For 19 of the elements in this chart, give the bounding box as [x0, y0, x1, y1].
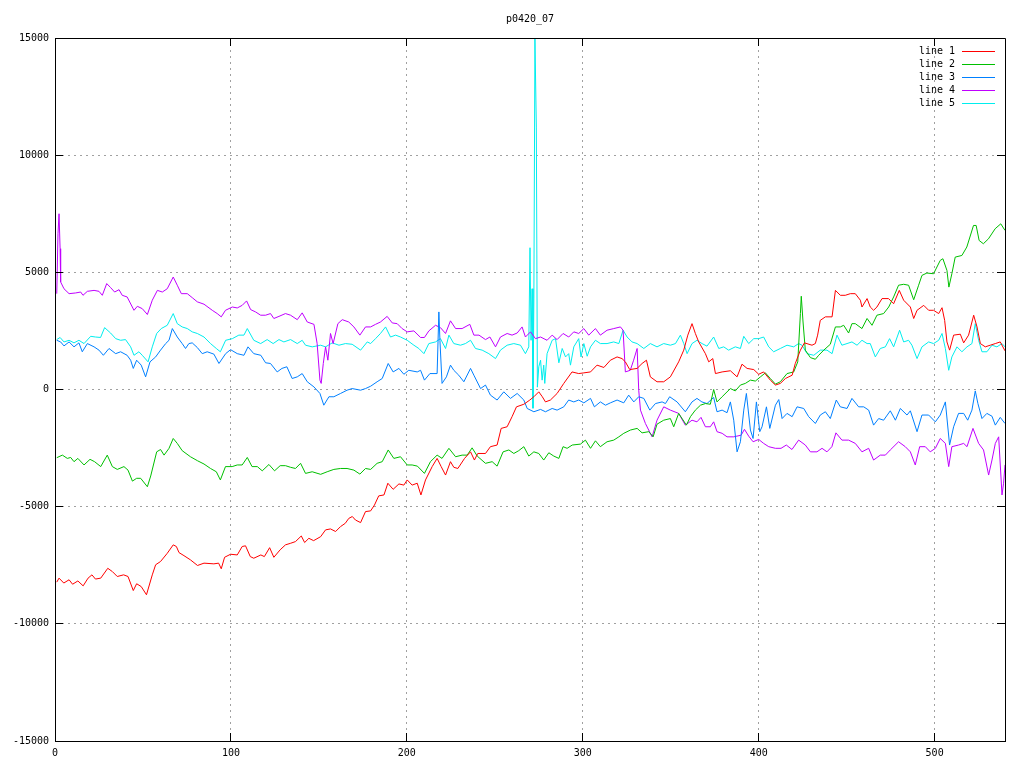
legend-label: line 2: [918, 58, 955, 70]
x-tick-label: 500: [925, 746, 944, 758]
y-tick-label: 15000: [18, 31, 49, 43]
y-tick-label: -15000: [12, 734, 49, 746]
legend-label: line 3: [918, 71, 955, 83]
legend-label: line 1: [918, 45, 955, 57]
x-tick-label: 200: [397, 746, 416, 758]
chart-title: p0420_07: [505, 12, 555, 25]
y-tick-label: 5000: [24, 265, 49, 277]
y-tick-label: -5000: [18, 500, 49, 512]
y-tick-label: -10000: [12, 617, 49, 629]
x-tick-label: 400: [749, 746, 768, 758]
x-tick-label: 0: [51, 746, 59, 758]
y-tick-label: 10000: [18, 148, 49, 160]
x-tick-label: 300: [573, 746, 592, 758]
y-tick-label: 0: [42, 383, 49, 395]
legend-label: line 4: [918, 84, 955, 96]
legend-label: line 5: [918, 97, 955, 109]
x-tick-label: 100: [221, 746, 240, 758]
